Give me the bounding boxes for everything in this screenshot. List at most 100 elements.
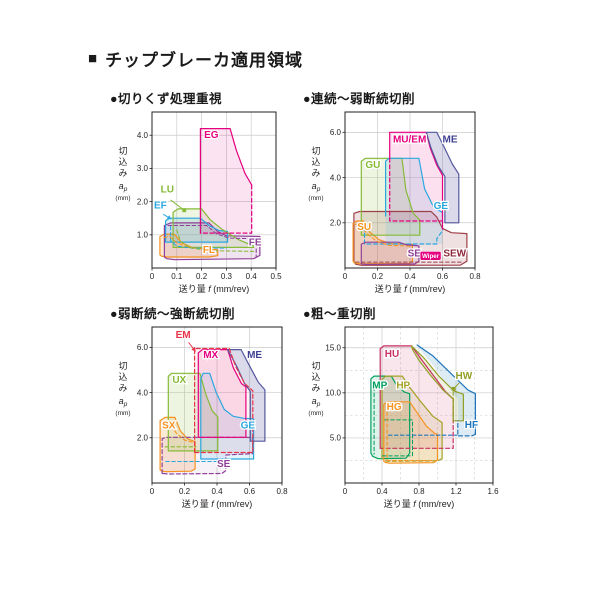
region-outline-ME <box>425 131 460 224</box>
region-fill-EF <box>165 218 228 243</box>
y-axis-title-symbol: ap <box>312 396 321 408</box>
y-tick-label: 1.0 <box>137 231 149 240</box>
region-label-FE: FE <box>249 237 262 248</box>
region-label-ME: ME <box>443 135 458 146</box>
chart-subtitle: ●切りくず処理重視 <box>110 92 223 106</box>
x-tick-label: 0.4 <box>404 272 416 281</box>
region-fill-HF <box>417 345 476 436</box>
x-tick-label: 0.2 <box>179 487 191 496</box>
region-fill-HP <box>382 376 443 462</box>
y-axis-title-unit: (mm) <box>308 410 323 417</box>
y-axis-title-char: 切 <box>118 361 127 371</box>
x-axis-title: 送り量 f (mm/rev) <box>384 498 455 509</box>
leader-square-marker <box>182 208 187 213</box>
page-title-text: チップブレーカ適用領域 <box>105 51 304 70</box>
x-axis-title: 送り量 f (mm/rev) <box>179 283 250 294</box>
region-edge-HF <box>457 420 476 437</box>
region-label-SE: SE <box>217 459 231 470</box>
region-inner-dashed-line <box>381 419 414 457</box>
y-axis-title-unit: (mm) <box>115 410 130 417</box>
region-outline-GU <box>360 157 421 236</box>
region-fill-GE <box>385 158 443 244</box>
y-axis-title-char: 込 <box>118 372 127 382</box>
y-tick-label: 10.0 <box>325 389 341 398</box>
x-tick-label: 0.8 <box>276 487 288 496</box>
region-outline-EM <box>194 347 254 454</box>
region-outline-GE <box>200 372 255 460</box>
y-tick-label: 4.0 <box>330 173 342 182</box>
y-tick-label: 4.0 <box>137 131 149 140</box>
x-tick-label: 1.6 <box>487 487 499 496</box>
y-axis-title-char: み <box>311 383 320 393</box>
y-axis-title-char: み <box>118 168 127 178</box>
x-tick-label: 0 <box>150 272 155 281</box>
leader-square-marker <box>451 386 456 391</box>
x-tick-label: 0.4 <box>211 487 223 496</box>
region-outline-MX <box>197 349 247 438</box>
region-label-SEW: SEW <box>443 249 466 260</box>
region-label-SE: SE <box>408 249 422 260</box>
chart-subtitle: ●粗〜重切削 <box>303 307 377 321</box>
region-fill-HG <box>383 401 438 464</box>
x-tick-label: 0.4 <box>246 272 258 281</box>
region-fill-FL <box>159 234 218 257</box>
region-fill-MX <box>198 349 246 438</box>
region-label-MX: MX <box>203 350 218 361</box>
x-tick-label: 1.2 <box>450 487 462 496</box>
region-label-UX: UX <box>172 375 186 386</box>
region-label-HW: HW <box>456 371 473 382</box>
y-axis-title-char: 切 <box>311 361 320 371</box>
label-leader-line <box>170 199 185 211</box>
y-axis-title-unit: (mm) <box>308 195 323 202</box>
x-tick-label: 0 <box>150 487 155 496</box>
region-label-HG: HG <box>387 402 402 413</box>
x-tick-label: 0.1 <box>171 272 183 281</box>
region-edge-EG <box>199 128 253 234</box>
x-tick-label: 0.3 <box>221 272 233 281</box>
region-label-EG: EG <box>204 130 219 141</box>
chart-block-interrupted-cutting: ●弱断続〜強断続切削 EM MX ME UX SX GE SE 0 0.2 0.4 0.6 0.8 2.0… <box>110 303 315 522</box>
region-edge-MU/EM <box>389 131 444 230</box>
region-fill-EM <box>194 348 253 453</box>
region-label-LU: LU <box>161 184 174 195</box>
region-outline-SE <box>161 436 254 475</box>
y-tick-label: 3.0 <box>137 164 149 173</box>
y-axis-title-symbol: ap <box>119 181 128 193</box>
title-square-marker: ■ <box>88 50 99 67</box>
y-axis-title-unit: (mm) <box>115 195 130 202</box>
chart-block-continuous-cutting: ●連続〜弱断続切削 GU MU/EM ME GE SU SE SEW Wiper 0 0.2 0.4 0… <box>303 88 508 307</box>
y-axis-title-char: み <box>118 383 127 393</box>
x-tick-label: 0.4 <box>376 487 388 496</box>
y-tick-label: 6.0 <box>330 128 342 137</box>
y-tick-label: 2.0 <box>137 434 149 443</box>
x-tick-label: 0.8 <box>413 487 425 496</box>
region-label-GE: GE <box>434 201 449 212</box>
x-tick-label: 0.2 <box>196 272 208 281</box>
y-tick-label: 2.0 <box>330 219 342 228</box>
region-outline-FE <box>163 222 261 261</box>
region-label-GU: GU <box>365 160 380 171</box>
region-inner-dashed-line <box>162 420 195 444</box>
region-label-SX: SX <box>162 420 176 431</box>
region-outline-SX <box>159 416 196 473</box>
region-outline-SEW <box>353 210 468 266</box>
x-tick-label: 0.6 <box>437 272 449 281</box>
page-title: ■ チップブレーカ適用領域 <box>88 46 303 71</box>
y-axis-title-char: 込 <box>311 157 320 167</box>
region-inner-dashed-line <box>355 222 411 247</box>
chart-subtitle: ●連続〜弱断続切削 <box>303 92 416 106</box>
region-inner-dashed-line <box>167 224 257 258</box>
region-label-FL: FL <box>203 245 215 256</box>
chart-subtitle: ●弱断続〜強断続切削 <box>110 307 236 321</box>
region-outline-HG <box>383 401 439 464</box>
x-tick-label: 0.2 <box>372 272 384 281</box>
region-label-EF: EF <box>154 200 167 211</box>
y-tick-label: 2.0 <box>137 197 149 206</box>
y-axis-title-char: 切 <box>311 146 320 156</box>
region-outline-EF <box>165 217 229 243</box>
region-edge-HF <box>416 344 476 435</box>
region-label-HF: HF <box>465 420 478 431</box>
x-tick-label: 0.8 <box>469 272 481 281</box>
